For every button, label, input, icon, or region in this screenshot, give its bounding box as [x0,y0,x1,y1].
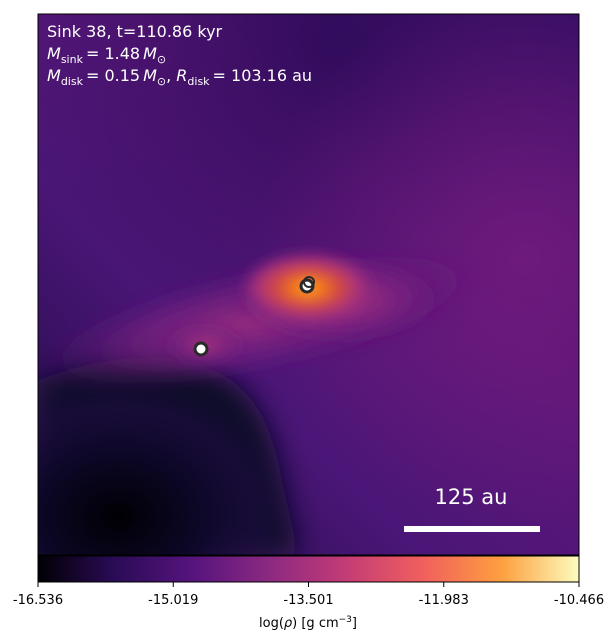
colorbar-label: log(ρ) [g cm−3] [259,615,357,631]
colorbar-tick-label: -15.019 [148,593,198,608]
colorbar-tick-label: -10.466 [554,593,604,608]
colorbar-tick-label: -13.501 [283,593,333,608]
scale-bar-label: 125 au [435,485,508,509]
info-sink-mass: Msink = 1.48 M⊙ [47,44,166,66]
info-disk-mass-value: = 0.15 [86,66,140,85]
info-disk-radius-value: = 103.16 au [213,66,313,85]
colorbar-ticks: -16.536 -15.019 -13.501 -11.983 -10.466 [13,582,604,608]
colorbar-gradient [37,555,580,583]
sink-marker-2 [193,341,209,357]
panel-frame [37,13,580,556]
colorbar-tick-label: -11.983 [419,593,469,608]
colorbar-tick-label: -16.536 [13,593,63,608]
info-sink-mass-value: = 1.48 [86,44,140,63]
colorbar: -16.536 -15.019 -13.501 -11.983 -10.466 log(… [13,555,604,631]
scale-bar-line [404,526,540,532]
info-disk: Mdisk = 0.15 M⊙, Rdisk = 103.16 au [47,66,312,88]
sink-marker-1 [299,276,315,294]
scale-bar: 125 au [404,485,540,532]
info-block: Sink 38, t=110.86 kyr Msink = 1.48 M⊙ Mdis… [47,22,312,88]
info-title: Sink 38, t=110.86 kyr [47,22,223,41]
